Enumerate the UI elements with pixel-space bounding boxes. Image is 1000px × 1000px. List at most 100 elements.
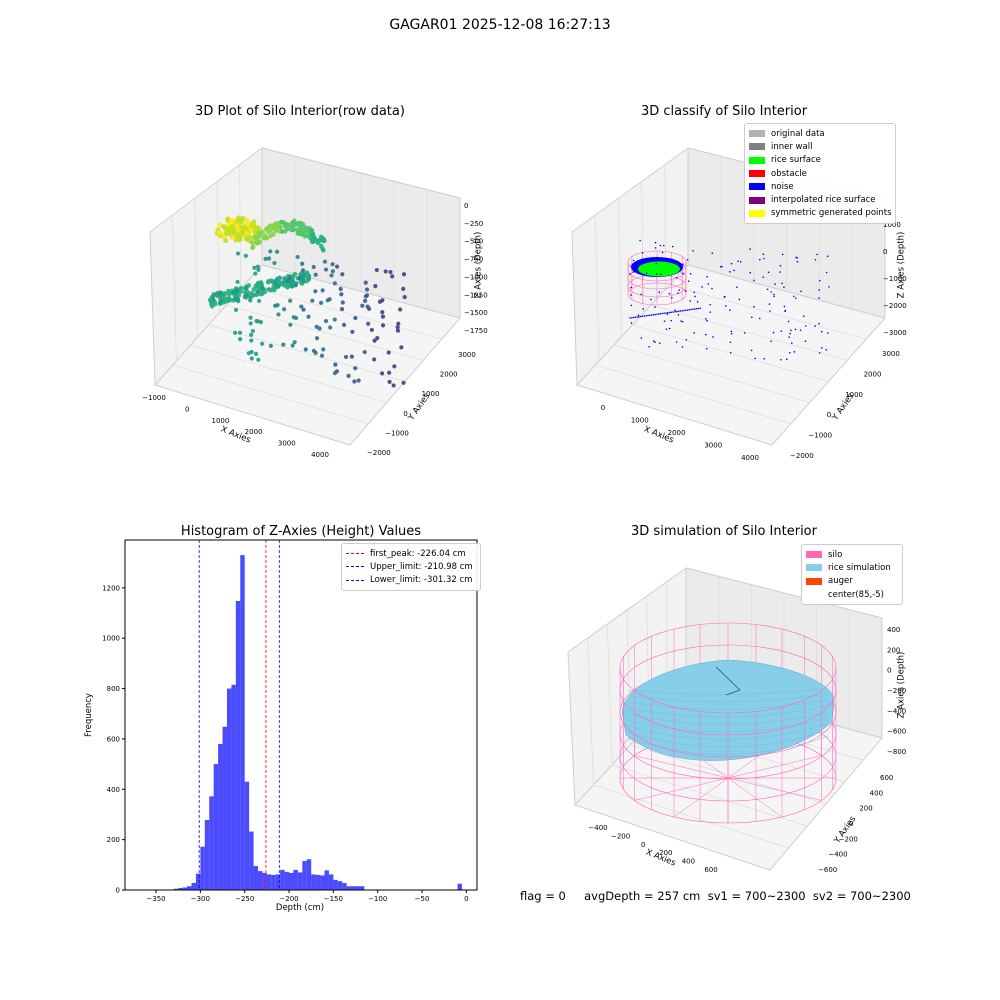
hist-bar xyxy=(253,866,258,890)
data-point xyxy=(317,237,322,243)
hist-bar xyxy=(275,874,281,890)
data-point xyxy=(401,272,407,277)
noise-point xyxy=(799,329,802,331)
data-point xyxy=(236,299,241,304)
noise-point xyxy=(762,276,765,278)
noise-point xyxy=(818,322,820,325)
noise-point xyxy=(790,342,793,344)
hist-bar xyxy=(346,886,352,890)
data-point xyxy=(256,357,261,362)
data-point xyxy=(313,272,318,277)
data-point xyxy=(319,353,325,358)
data-point xyxy=(268,249,273,254)
legend-swatch xyxy=(806,551,822,559)
hist-xtick-label: −100 xyxy=(368,895,387,903)
data-point xyxy=(211,292,217,297)
noise-point xyxy=(654,313,656,316)
p4-ztick: −800 xyxy=(887,748,906,756)
noise-point xyxy=(640,293,642,296)
noise-point xyxy=(654,241,657,244)
noise-point xyxy=(763,257,765,260)
hist-bar xyxy=(311,874,316,890)
noise-point xyxy=(675,341,678,343)
noise-point xyxy=(659,312,662,315)
data-point xyxy=(289,284,295,289)
grid-line xyxy=(594,215,600,362)
data-point xyxy=(220,234,226,240)
grid-line xyxy=(172,215,177,362)
p4-ytick: 0 xyxy=(849,820,853,828)
data-point xyxy=(249,291,254,296)
silo-wire xyxy=(673,777,729,818)
data-point xyxy=(288,322,293,327)
legend-label: first_peak: -226.04 cm xyxy=(370,548,466,559)
noise-point xyxy=(751,316,753,319)
legend-swatch xyxy=(806,564,822,572)
data-point xyxy=(237,234,243,240)
p4-xtick: 600 xyxy=(704,866,717,874)
noise-point xyxy=(705,318,707,320)
data-point xyxy=(251,287,257,292)
auger-line xyxy=(725,689,741,696)
data-point xyxy=(362,349,367,355)
data-point xyxy=(228,229,234,236)
noise-point xyxy=(802,315,805,317)
noise-point xyxy=(630,286,632,289)
hist-bar xyxy=(262,872,267,890)
grid-line xyxy=(190,344,387,404)
data-point xyxy=(253,271,258,276)
noise-point xyxy=(789,351,791,354)
noise-point xyxy=(674,310,676,313)
data-point xyxy=(392,364,397,369)
p4-ytick: 600 xyxy=(880,774,893,782)
data-point xyxy=(300,268,306,273)
data-point xyxy=(277,275,282,281)
p1-xtick: 2000 xyxy=(245,428,263,436)
noise-point xyxy=(779,271,781,273)
noise-point xyxy=(749,248,751,250)
data-point xyxy=(307,225,312,231)
data-point xyxy=(367,306,372,312)
data-point xyxy=(219,295,224,301)
hist-bar xyxy=(324,870,329,890)
legend-label: rice surface xyxy=(771,155,821,166)
data-point xyxy=(372,338,377,343)
hist-bar xyxy=(209,796,214,890)
data-point xyxy=(338,286,343,292)
data-point xyxy=(243,253,248,258)
silo-wire xyxy=(634,777,729,801)
data-point xyxy=(401,380,406,385)
p1-ytick: 3000 xyxy=(458,351,476,359)
data-point xyxy=(302,234,308,239)
hist-bar xyxy=(226,688,232,890)
noise-point xyxy=(737,260,739,262)
noise-point xyxy=(769,310,771,312)
legend-swatch xyxy=(806,577,822,585)
noise-point xyxy=(655,257,657,260)
noise-point xyxy=(639,239,641,242)
panel4-legend: silo rice simulation auger center(85,-5) xyxy=(801,544,903,606)
data-point xyxy=(380,314,386,319)
noise-point xyxy=(645,314,647,317)
legend-label: rice simulation xyxy=(828,562,891,573)
legend-label: obstacle xyxy=(771,168,807,179)
legend-label: noise xyxy=(771,181,794,192)
noise-point xyxy=(784,310,786,313)
data-point xyxy=(248,315,253,320)
hist-bar xyxy=(187,886,192,890)
data-point xyxy=(244,285,249,291)
data-point xyxy=(353,366,358,371)
noise-point xyxy=(677,310,680,313)
noise-point xyxy=(768,303,771,305)
noise-point xyxy=(685,339,688,341)
noise-point xyxy=(795,297,797,299)
noise-point xyxy=(634,316,637,319)
data-point xyxy=(282,307,287,312)
p2-xtick: 2000 xyxy=(668,429,686,437)
data-point xyxy=(235,279,240,285)
legend-item-rice-sim: rice simulation xyxy=(806,561,898,574)
data-point xyxy=(340,272,345,277)
noise-point xyxy=(668,311,671,314)
noise-point xyxy=(670,319,673,322)
noise-point xyxy=(652,313,655,316)
